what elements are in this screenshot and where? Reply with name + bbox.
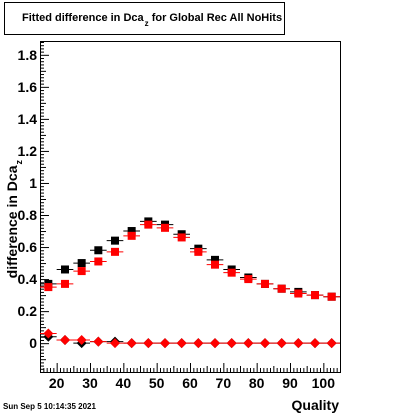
data-point [294, 289, 303, 298]
data-point [61, 265, 69, 274]
data-point [260, 338, 270, 349]
data-point [94, 257, 103, 266]
timestamp: Sun Sep 5 10:14:35 2021 [3, 402, 96, 411]
data-markers [40, 217, 340, 349]
axis-ticks [40, 42, 341, 373]
data-point [177, 233, 186, 242]
data-point [310, 338, 320, 349]
x-tick-label: 40 [116, 375, 132, 391]
data-point [111, 247, 119, 256]
x-tick-label: 70 [216, 375, 232, 391]
data-point [43, 328, 54, 339]
data-point [61, 279, 69, 288]
data-point [193, 338, 204, 349]
data-point [161, 223, 169, 232]
data-point [111, 236, 119, 245]
data-point [94, 246, 103, 255]
x-tick-label: 100 [312, 375, 336, 391]
data-point [160, 338, 170, 349]
y-tick-label: 0 [29, 335, 37, 351]
data-point [277, 284, 286, 293]
data-point [127, 227, 136, 236]
data-point [176, 338, 187, 349]
y-axis-title: difference in Dcaz [4, 160, 24, 279]
data-point [194, 247, 203, 256]
y-tick-label: 0.6 [18, 239, 38, 255]
y-tick-label: 1.2 [18, 143, 38, 159]
data-point [60, 334, 70, 345]
data-point [77, 267, 86, 276]
data-point [110, 338, 120, 349]
x-tick-label: 90 [282, 375, 298, 391]
plot-frame [40, 41, 341, 373]
data-point [261, 279, 269, 288]
data-point [243, 338, 254, 349]
data-point [76, 334, 87, 345]
data-point [143, 338, 154, 349]
data-point [93, 336, 104, 347]
y-tick-label: 0.2 [18, 303, 38, 319]
y-tick-label: 0.4 [18, 271, 38, 287]
y-tick-label: 1.6 [18, 79, 38, 95]
x-tick-label: 30 [82, 375, 98, 391]
data-point [211, 255, 219, 264]
data-point [77, 259, 86, 268]
data-point [44, 283, 53, 292]
x-axis-title: Quality [292, 397, 340, 413]
x-tick-label: 20 [49, 375, 65, 391]
data-point [210, 338, 220, 349]
data-point [127, 231, 136, 240]
x-tick-label: 50 [149, 375, 165, 391]
y-tick-label: 1 [29, 175, 37, 191]
data-point [244, 275, 253, 284]
data-point [126, 338, 137, 349]
data-point [226, 338, 237, 349]
data-point [227, 268, 236, 277]
x-tick-label: 60 [182, 375, 198, 391]
chart-title: Fitted difference in Dcaz for Global Rec… [22, 12, 282, 28]
data-point [311, 291, 319, 300]
title-box [4, 2, 285, 35]
data-point [211, 260, 219, 269]
y-tick-label: 1.8 [18, 47, 38, 63]
data-point [293, 338, 304, 349]
y-tick-label: 0.8 [18, 207, 38, 223]
axis-tick-labels: 20 30 40 50 60 70 80 90 100 0 0.2 0.4 0.6 0.8 1 1.2 1.4 1… [18, 47, 336, 391]
y-tick-label: 1.4 [18, 111, 38, 127]
data-point [327, 292, 336, 301]
x-tick-label: 80 [249, 375, 265, 391]
data-point [144, 220, 153, 229]
data-point [276, 338, 287, 349]
data-point [326, 338, 337, 349]
